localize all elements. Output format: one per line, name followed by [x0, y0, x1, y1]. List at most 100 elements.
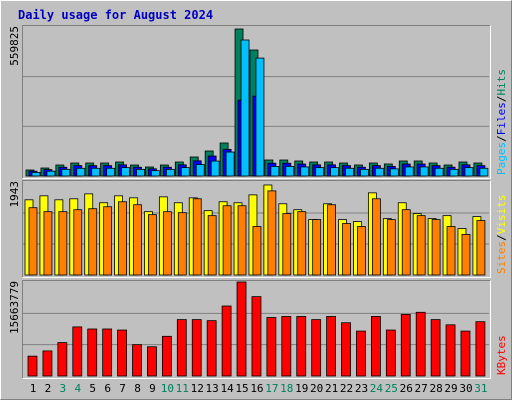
- bar: [431, 219, 441, 276]
- bar: [267, 190, 277, 276]
- x-tick-label: 11: [176, 382, 189, 395]
- bar: [360, 168, 369, 177]
- bar: [357, 226, 366, 276]
- bar: [236, 281, 247, 377]
- bar: [76, 167, 86, 177]
- bar: [192, 198, 202, 276]
- bar: [132, 344, 142, 377]
- bar: [102, 328, 113, 377]
- x-tick-label: 2: [45, 382, 52, 395]
- x-tick-label: 28: [429, 382, 442, 395]
- x-tick-label: 20: [310, 382, 323, 395]
- legend-entry: Files: [495, 102, 508, 135]
- x-tick-label: 9: [149, 382, 156, 395]
- bar: [225, 151, 235, 177]
- bar: [326, 316, 337, 377]
- x-tick-label: 17: [265, 382, 278, 395]
- bar: [176, 319, 187, 377]
- legend-separator: /: [495, 96, 508, 103]
- x-tick-label: 1: [30, 382, 37, 395]
- bar: [460, 330, 471, 377]
- y-tick-label: 15663779: [8, 281, 21, 334]
- legend-entry: Pages: [495, 142, 508, 175]
- bar: [327, 204, 337, 276]
- legend: KBytes: [495, 335, 508, 375]
- legend-entry: Sites: [495, 241, 508, 274]
- bar: [121, 167, 130, 177]
- x-tick-label: 5: [89, 382, 96, 395]
- bar: [401, 209, 411, 276]
- bar: [312, 219, 322, 276]
- bar: [165, 168, 175, 177]
- bar: [91, 167, 101, 177]
- bar: [479, 167, 489, 177]
- bar: [28, 207, 38, 276]
- bar: [476, 220, 486, 276]
- bar: [103, 206, 113, 276]
- x-tick-label: 12: [191, 382, 204, 395]
- bar: [177, 212, 187, 276]
- bar: [42, 350, 53, 377]
- panel-bevel: [22, 180, 491, 278]
- chart-title: Daily usage for August 2024: [18, 8, 213, 22]
- bar: [151, 170, 160, 177]
- bar: [389, 168, 399, 177]
- bar: [419, 166, 429, 177]
- bar: [237, 205, 247, 276]
- y-tick-label: 1943: [8, 181, 21, 208]
- bar: [270, 166, 280, 177]
- panel-bevel: [22, 280, 491, 379]
- bar: [162, 211, 172, 276]
- bar: [88, 208, 98, 276]
- bar: [300, 166, 310, 177]
- bar: [206, 320, 217, 377]
- x-tick-label: 8: [134, 382, 141, 395]
- bar: [434, 167, 444, 177]
- bar: [191, 319, 202, 377]
- bar: [31, 172, 41, 177]
- bar: [341, 322, 351, 377]
- x-tick-label: 22: [340, 382, 353, 395]
- bar: [106, 167, 116, 177]
- bar: [46, 170, 56, 177]
- bar: [400, 313, 411, 377]
- bar: [374, 167, 384, 177]
- bar: [73, 209, 83, 276]
- bar: [445, 324, 456, 377]
- x-tick-label: 3: [60, 382, 67, 395]
- bar: [57, 342, 68, 377]
- bar: [342, 223, 351, 276]
- bar: [221, 305, 232, 377]
- bar: [430, 319, 441, 377]
- legend-entry: Visits: [495, 195, 508, 235]
- bar: [461, 234, 471, 276]
- bar: [207, 215, 217, 276]
- bar: [210, 160, 220, 177]
- bar: [449, 168, 459, 177]
- bar: [385, 329, 396, 377]
- panel-bevel: [22, 25, 491, 179]
- x-tick-label: 24: [370, 382, 384, 395]
- x-tick-label: 18: [280, 382, 293, 395]
- bar: [251, 296, 262, 377]
- x-tick-label: 27: [415, 382, 428, 395]
- bar: [282, 213, 292, 276]
- bar: [58, 211, 68, 276]
- bar: [240, 39, 250, 177]
- bar: [370, 316, 381, 377]
- panel-bevel: [22, 280, 491, 379]
- bar: [148, 214, 157, 276]
- bar: [72, 326, 83, 377]
- bar: [117, 329, 127, 377]
- bar: [281, 316, 292, 377]
- legend-separator: /: [495, 135, 508, 142]
- legend: Sites/Visits: [495, 195, 508, 275]
- bar: [345, 167, 354, 177]
- legend-entry: KBytes: [495, 335, 508, 375]
- bar: [386, 219, 396, 276]
- bar: [255, 57, 265, 177]
- x-tick-label: 7: [119, 382, 126, 395]
- bar: [161, 335, 172, 377]
- bar: [118, 201, 127, 276]
